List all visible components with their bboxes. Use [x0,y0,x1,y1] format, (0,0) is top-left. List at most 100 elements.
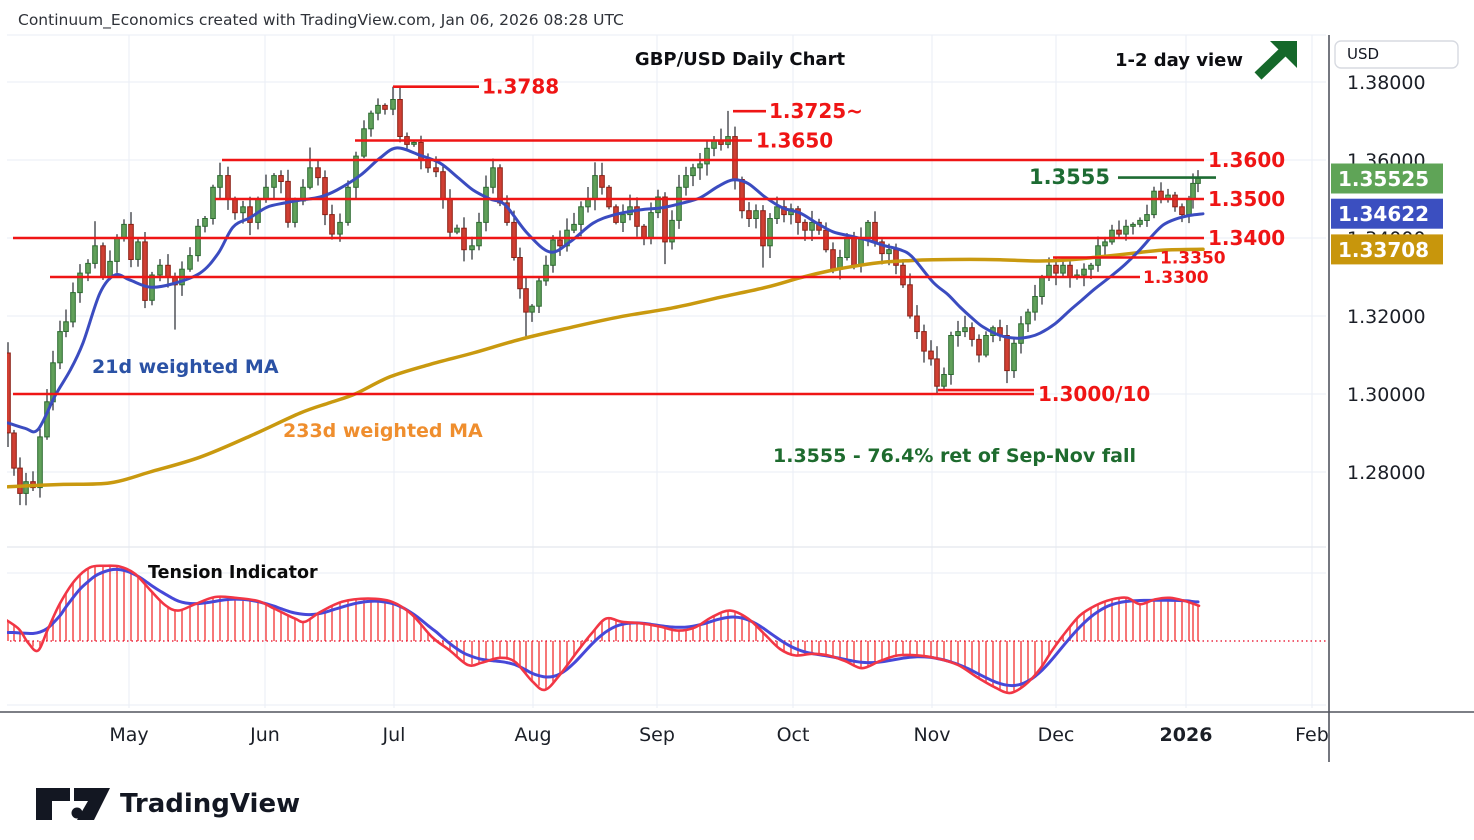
candle-up [774,206,780,220]
candle-up [263,186,269,200]
candle-up [1025,311,1031,325]
ma233-label: 233d weighted MA [283,420,483,442]
price-tick-1.32000: 1.32000 [1347,306,1426,328]
candle-up [704,147,710,165]
currency-button-label: USD [1347,45,1379,63]
candle-up [114,237,120,262]
candle-up [85,262,91,274]
candle-down [795,208,801,223]
candle-down [504,202,510,223]
candle-down [447,198,453,233]
price-badge-ma21-value[interactable]: 1.34622 [1331,198,1443,229]
candle-up [865,221,871,239]
candle-down [969,327,975,340]
candle-down [1179,206,1185,216]
candle-up [955,331,961,337]
time-axis-label-Dec: Dec [1038,724,1075,746]
level-label-1.3500: 1.3500 [1208,187,1285,211]
candle-up [669,219,675,243]
candle-up [529,305,535,313]
attribution-text: Continuum_Economics created with Trading… [18,11,624,30]
time-axis-label-Sep: Sep [639,724,675,746]
candle-up [454,227,460,233]
candle-up [375,104,381,114]
candle-up [271,175,277,188]
candle-up [157,264,163,276]
price-badge-box[interactable] [1331,163,1443,194]
candle-up [578,206,584,225]
candle-up [1032,296,1038,313]
candle-down [900,264,906,286]
candle-down [278,175,284,183]
candle-down [641,225,647,239]
candle-up [1130,223,1136,227]
green-level-label: 1.3555 [1029,165,1110,189]
candle-up [210,186,216,220]
retracement-annotation: 1.3555 - 76.4% ret of Sep-Nov fall [773,445,1136,467]
candle-down [1053,264,1059,274]
candle-down [921,331,927,352]
price-badge-box[interactable] [1331,234,1443,265]
candle-down [7,352,11,434]
candle-up [690,167,696,177]
candle-up [648,212,654,239]
time-axis-label-Aug: Aug [514,724,551,746]
candle-down [440,171,446,200]
candle-down [17,467,23,494]
candle-up [753,210,759,219]
candle-down [851,237,857,266]
candle-down [662,196,668,243]
candle-up [1060,264,1066,274]
price-badge-last-price[interactable]: 1.35525 [1331,163,1443,194]
candle-up [195,225,201,257]
candle-up [620,214,626,223]
candle-up [77,272,83,294]
candle-down [606,186,612,208]
candle-up [187,255,193,270]
level-label-1.3000/10: 1.3000/10 [1038,382,1150,406]
price-badge-box[interactable] [1331,198,1443,229]
candle-up [1190,182,1196,200]
candle-down [523,288,529,313]
level-label-1.3600: 1.3600 [1208,148,1285,172]
candle-down [397,99,403,137]
candle-down [907,284,913,317]
candle-up [469,245,475,251]
time-axis-label-May: May [109,724,148,746]
candle-up [844,237,850,258]
candle-up [217,175,223,188]
candle-up [886,249,892,255]
level-label-1.3650: 1.3650 [756,129,833,153]
candle-up [1137,219,1143,225]
candle-up [37,436,43,489]
candle-down [1004,335,1010,372]
candle-down [928,350,934,360]
candle-up [1102,241,1108,247]
candle-up [1151,190,1157,216]
candle-down [232,198,238,214]
time-axis-label-Oct: Oct [777,724,810,746]
candle-down [382,104,388,110]
time-axis-label-Feb: Feb [1295,724,1329,746]
candle-up [1195,178,1201,184]
candle-up [202,218,208,227]
candle-up [683,175,689,188]
candle-up [1081,268,1087,276]
price-badge-ma233-value[interactable]: 1.33708 [1331,234,1443,265]
tradingview-logo[interactable]: TradingView [36,788,300,820]
view-note: 1-2 day view [1115,50,1243,71]
ma21-label: 21d weighted MA [92,356,279,378]
ma21-line [7,146,1205,434]
tradingview-logo-text: TradingView [120,789,300,819]
candle-down [433,167,439,173]
candle-up [697,163,703,169]
candle-up [941,374,947,387]
candle-up [858,237,864,266]
candle-up [483,186,489,223]
currency-button[interactable]: USD [1334,40,1459,69]
candle-down [746,210,752,219]
level-label-1.3400: 1.3400 [1208,226,1285,250]
candle-down [329,214,335,235]
price-tick-1.38000: 1.38000 [1347,72,1426,94]
